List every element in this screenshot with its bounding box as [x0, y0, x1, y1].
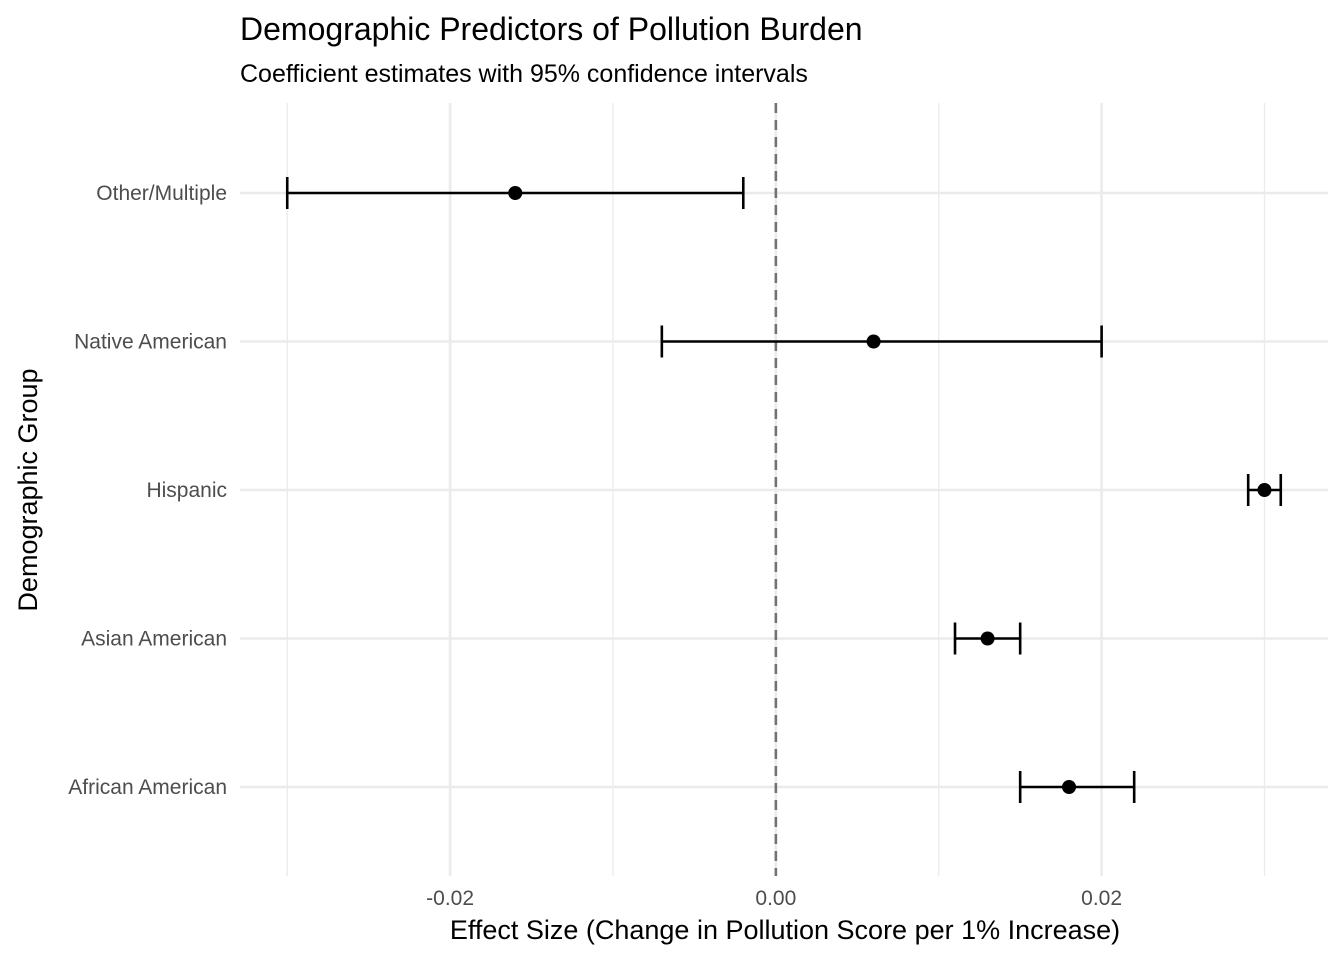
- y-tick-label: Asian American: [81, 628, 227, 651]
- grid-lines: [240, 103, 1328, 876]
- estimate-point: [508, 186, 523, 200]
- y-axis-title: Demographic Group: [13, 368, 43, 611]
- error-bar: [1018, 771, 1136, 803]
- y-tick-label: Hispanic: [146, 479, 227, 502]
- y-tick-label: African American: [68, 776, 227, 799]
- estimate-point: [866, 334, 881, 349]
- error-bar: [660, 325, 1103, 358]
- y-axis-tick-labels: African American Asian American Hispanic Na…: [68, 182, 227, 799]
- x-axis-title: Effect Size (Change in Pollution Score p…: [450, 915, 1120, 945]
- error-bars: [285, 177, 1283, 803]
- estimate-point: [1062, 780, 1077, 794]
- estimate-point: [1257, 483, 1272, 497]
- estimate-points: [508, 186, 1272, 794]
- chart-subtitle: Coefficient estimates with 95% confidenc…: [240, 60, 808, 88]
- y-tick-label: Native American: [74, 331, 227, 354]
- x-tick-label: 0.00: [755, 887, 796, 910]
- y-tick-label: Other/Multiple: [96, 182, 227, 205]
- x-tick-label: -0.02: [426, 887, 474, 910]
- chart-title: Demographic Predictors of Pollution Burd…: [240, 11, 863, 47]
- x-axis-tick-labels: -0.02 0.00 0.02: [426, 887, 1122, 910]
- x-tick-label: 0.02: [1081, 887, 1122, 910]
- estimate-point: [980, 631, 995, 646]
